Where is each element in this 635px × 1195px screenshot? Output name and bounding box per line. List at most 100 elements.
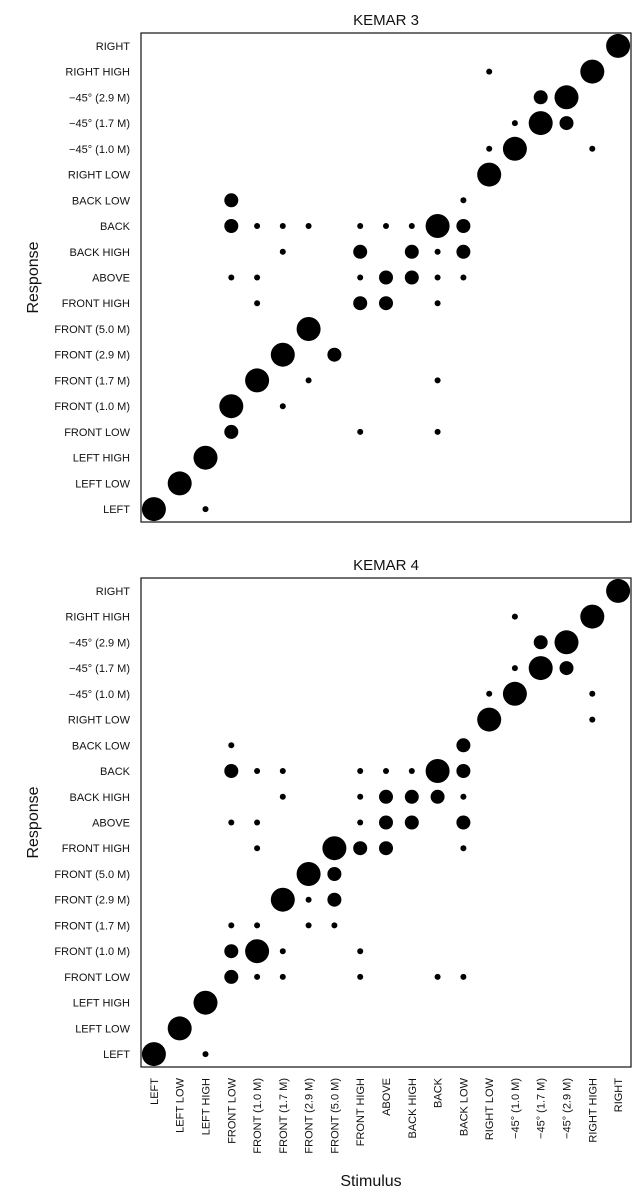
data-point — [477, 707, 502, 732]
y-tick-label: LEFT LOW — [75, 1023, 130, 1035]
data-point — [141, 1042, 166, 1067]
data-point — [477, 162, 502, 187]
data-point — [528, 656, 553, 681]
data-point — [224, 424, 239, 439]
data-point — [357, 973, 364, 980]
data-point — [279, 948, 286, 955]
data-point — [460, 845, 467, 852]
data-point — [434, 973, 441, 980]
y-tick-label: −45° (2.9 M) — [69, 637, 130, 649]
data-point — [383, 768, 389, 774]
y-tick-label: −45° (1.0 M) — [69, 144, 130, 156]
data-point — [425, 214, 450, 238]
data-point — [408, 223, 415, 229]
data-point — [357, 948, 364, 955]
data-point — [305, 896, 312, 903]
data-point — [425, 759, 450, 783]
data-point — [254, 300, 261, 307]
panel-title: KEMAR 3 — [353, 12, 419, 29]
data-point — [580, 59, 605, 84]
y-tick-label: BACK HIGH — [69, 247, 130, 259]
data-point — [224, 399, 239, 414]
data-point — [353, 296, 368, 311]
y-tick-label: FRONT (2.9 M) — [54, 350, 130, 362]
data-point — [606, 33, 631, 58]
data-point — [528, 111, 553, 136]
y-tick-label: LEFT HIGH — [73, 998, 130, 1010]
y-tick-label: LEFT LOW — [75, 478, 130, 490]
x-tick-label: BACK — [433, 1077, 445, 1108]
y-tick-label: FRONT LOW — [64, 972, 130, 984]
data-point — [486, 690, 493, 697]
data-point — [554, 85, 579, 110]
data-point — [275, 347, 290, 362]
data-point — [228, 819, 235, 826]
data-point — [379, 841, 393, 856]
data-point — [327, 347, 342, 362]
data-point — [331, 922, 338, 929]
data-point — [379, 296, 393, 311]
data-point — [224, 944, 239, 959]
data-point — [404, 270, 419, 285]
data-point — [456, 764, 471, 778]
x-tick-label: FRONT (5.0 M) — [329, 1078, 341, 1154]
data-point — [305, 377, 312, 384]
data-point — [589, 145, 596, 152]
y-tick-label: ABOVE — [92, 818, 130, 830]
data-point — [327, 867, 342, 881]
data-point — [141, 497, 166, 522]
data-point — [357, 223, 364, 229]
data-point — [383, 223, 389, 229]
x-tick-label: RIGHT HIGH — [587, 1078, 599, 1143]
y-tick-label: FRONT HIGH — [62, 843, 130, 855]
data-point — [353, 841, 368, 856]
y-tick-label: BACK LOW — [72, 195, 131, 207]
data-point — [408, 768, 415, 774]
data-point — [353, 244, 368, 259]
data-point — [228, 922, 235, 929]
y-tick-label: LEFT — [103, 504, 130, 516]
data-point — [434, 274, 441, 281]
data-point — [228, 742, 235, 749]
y-tick-label: RIGHT — [96, 41, 131, 53]
x-tick-label: LEFT HIGH — [200, 1078, 212, 1135]
data-point — [279, 973, 286, 980]
data-point — [301, 867, 316, 881]
data-point — [434, 248, 441, 255]
y-axis-title: Response — [25, 786, 42, 858]
data-point — [404, 244, 419, 259]
panel-2: KEMAR 4 LEFT LEFT LOW LEFT HIGH FRONT LOW FRO… — [25, 557, 632, 1068]
y-tick-label: −45° (1.0 M) — [69, 689, 130, 701]
y-tick-label: −45° (1.7 M) — [69, 663, 130, 675]
y-tick-label: FRONT (5.0 M) — [54, 869, 130, 881]
y-tick-label: FRONT (1.7 M) — [54, 375, 130, 387]
data-point — [379, 815, 393, 830]
data-point — [279, 768, 286, 774]
x-tick-label: FRONT (2.9 M) — [304, 1078, 316, 1154]
x-tick-label: LEFT LOW — [175, 1077, 187, 1132]
data-point — [357, 793, 364, 800]
y-tick-label: FRONT (1.0 M) — [54, 401, 130, 413]
x-axis-title: Stimulus — [340, 1173, 401, 1190]
x-tick-label: RIGHT — [613, 1078, 625, 1113]
data-point — [224, 193, 239, 208]
y-tick-label: −45° (2.9 M) — [69, 92, 130, 104]
data-point — [279, 403, 286, 410]
data-point — [305, 223, 312, 229]
x-tick-label: −45° (2.9 M) — [562, 1078, 574, 1139]
data-point — [254, 819, 261, 826]
data-point — [357, 819, 364, 826]
x-tick-label: FRONT (1.0 M) — [252, 1078, 264, 1154]
data-point — [254, 973, 261, 980]
data-point — [434, 300, 441, 307]
data-point — [279, 223, 286, 229]
y-tick-label: FRONT LOW — [64, 427, 130, 439]
y-tick-label: FRONT (1.7 M) — [54, 920, 130, 932]
y-tick-label: BACK — [100, 221, 131, 233]
data-point — [254, 274, 261, 281]
x-tick-label: −45° (1.7 M) — [536, 1078, 548, 1139]
data-point — [193, 990, 218, 1015]
plot-frame — [140, 577, 632, 1068]
data-point — [456, 815, 471, 830]
